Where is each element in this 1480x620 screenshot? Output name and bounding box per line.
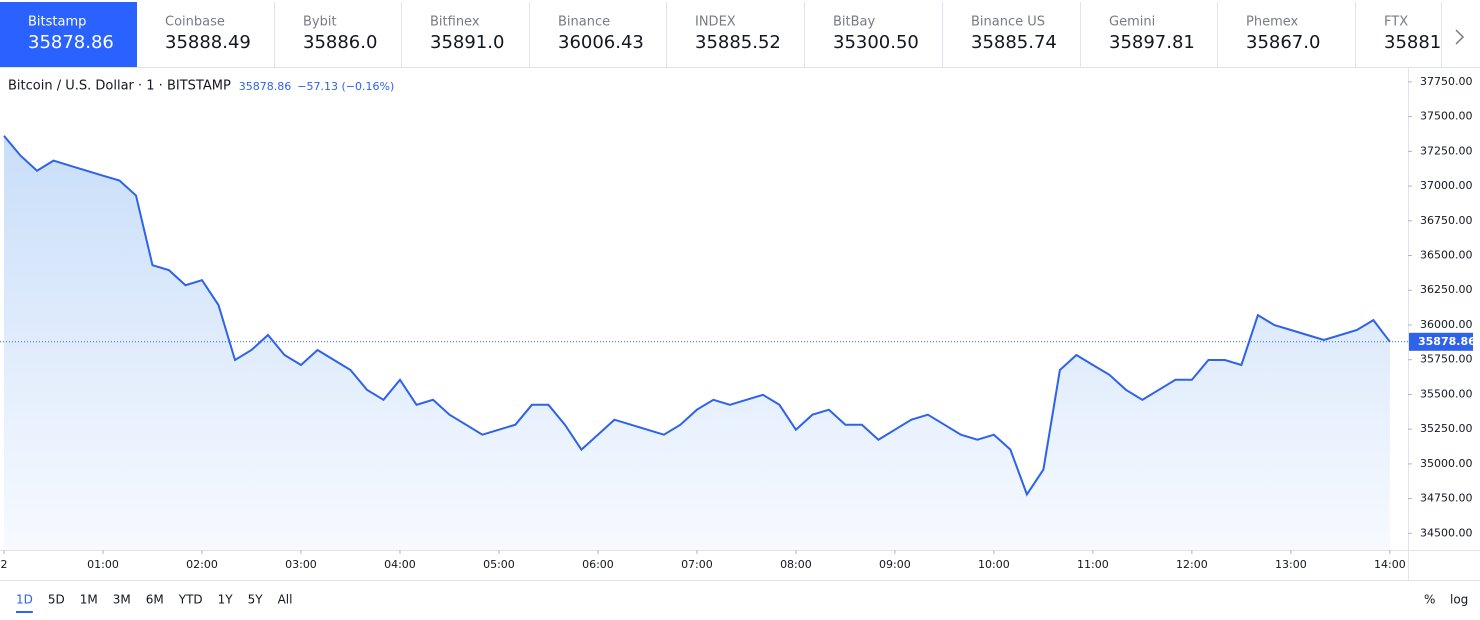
x-tick-label: 14:00: [1374, 558, 1406, 571]
tab[interactable]: [275, 2, 402, 67]
range-button[interactable]: 1D: [16, 593, 33, 607]
x-tick-label: 08:00: [780, 558, 812, 571]
tab-name: Bybit: [303, 15, 337, 30]
tab-name: Bitstamp: [28, 15, 86, 30]
last-price-box: [1409, 332, 1473, 351]
tab-name: Bitfinex: [430, 15, 480, 30]
scale-button[interactable]: %: [1424, 593, 1435, 607]
y-tick-label: 37750.00: [1420, 75, 1473, 88]
tab-price: 35885.74: [971, 32, 1057, 53]
x-tick-label: 10:00: [978, 558, 1010, 571]
tab[interactable]: [943, 2, 1081, 67]
tab-price: 36006.43: [558, 32, 644, 53]
tab-name: Phemex: [1246, 15, 1299, 30]
tab[interactable]: [1081, 2, 1218, 67]
tab[interactable]: [1356, 2, 1442, 67]
tab[interactable]: [0, 2, 137, 67]
tab-name: INDEX: [695, 15, 736, 30]
x-tick-label: 04:00: [384, 558, 416, 571]
range-button[interactable]: 5Y: [248, 593, 264, 607]
tab-name: FTX: [1384, 15, 1408, 30]
range-button[interactable]: 6M: [146, 593, 164, 607]
y-tick-label: 35000.00: [1420, 457, 1473, 470]
scroll-arrow[interactable]: [1455, 29, 1465, 45]
tab-name: BitBay: [833, 15, 876, 30]
y-tick-label: 34500.00: [1420, 526, 1473, 539]
y-tick-label: 35750.00: [1420, 353, 1473, 366]
tab[interactable]: [530, 2, 667, 67]
scale-button[interactable]: log: [1450, 593, 1468, 607]
tab-name: Coinbase: [165, 15, 225, 30]
tab-price: 35867.0: [1246, 32, 1320, 53]
last-price-label: 35878.86: [1418, 335, 1476, 348]
x-tick-label: 11:00: [1077, 558, 1109, 571]
range-button[interactable]: 5D: [48, 593, 65, 607]
range-button[interactable]: All: [278, 593, 293, 607]
tab[interactable]: [667, 2, 805, 67]
y-tick-label: 37500.00: [1420, 110, 1473, 123]
x-tick-label: 13:00: [1275, 558, 1307, 571]
tab-name: Binance US: [971, 15, 1045, 30]
range-button[interactable]: 1M: [80, 593, 98, 607]
tab-price: 35881: [1384, 32, 1441, 53]
tab-price: 35886.0: [303, 32, 377, 53]
tab[interactable]: [137, 2, 275, 67]
y-tick-label: 35250.00: [1420, 422, 1473, 435]
y-tick-label: 35500.00: [1420, 387, 1473, 400]
tab[interactable]: [1218, 2, 1356, 67]
x-tick-label: 09:00: [879, 558, 911, 571]
tab-price: 35300.50: [833, 32, 919, 53]
y-tick-label: 37000.00: [1420, 179, 1473, 192]
y-tick-label: 37250.00: [1420, 144, 1473, 157]
y-tick-label: 34750.00: [1420, 492, 1473, 505]
y-tick-label: 36500.00: [1420, 249, 1473, 262]
tab-price: 35891.0: [430, 32, 504, 53]
tab[interactable]: [805, 2, 943, 67]
range-button[interactable]: 1Y: [218, 593, 234, 607]
tab-name: Binance: [558, 15, 610, 30]
price-line: [3, 135, 1391, 497]
y-tick-label: 36750.00: [1420, 214, 1473, 227]
x-tick-label: 02:00: [186, 558, 218, 571]
x-tick-label: 2: [1, 558, 8, 571]
range-button[interactable]: 3M: [113, 593, 131, 607]
header-change: −57.13 (−0.16%): [297, 80, 394, 93]
tab-price: 35878.86: [28, 32, 114, 53]
x-tick-label: 01:00: [87, 558, 119, 571]
x-tick-label: 06:00: [582, 558, 614, 571]
tab[interactable]: [402, 2, 530, 67]
y-tick-label: 36250.00: [1420, 283, 1473, 296]
chart-title: Bitcoin / U.S. Dollar · 1 · BITSTAMP: [8, 79, 231, 94]
area: [4, 135, 1390, 551]
y-tick-label: 36000.00: [1420, 318, 1473, 331]
x-tick-label: 12:00: [1176, 558, 1208, 571]
x-tick-label: 03:00: [285, 558, 317, 571]
x-tick-label: 05:00: [483, 558, 515, 571]
tab-price: 35897.81: [1109, 32, 1195, 53]
range-button[interactable]: YTD: [178, 593, 203, 607]
tab-name: Gemini: [1109, 15, 1155, 30]
tab-price: 35885.52: [695, 32, 781, 53]
tab-price: 35888.49: [165, 32, 251, 53]
x-tick-label: 07:00: [681, 558, 713, 571]
header-price: 35878.86: [239, 80, 292, 93]
